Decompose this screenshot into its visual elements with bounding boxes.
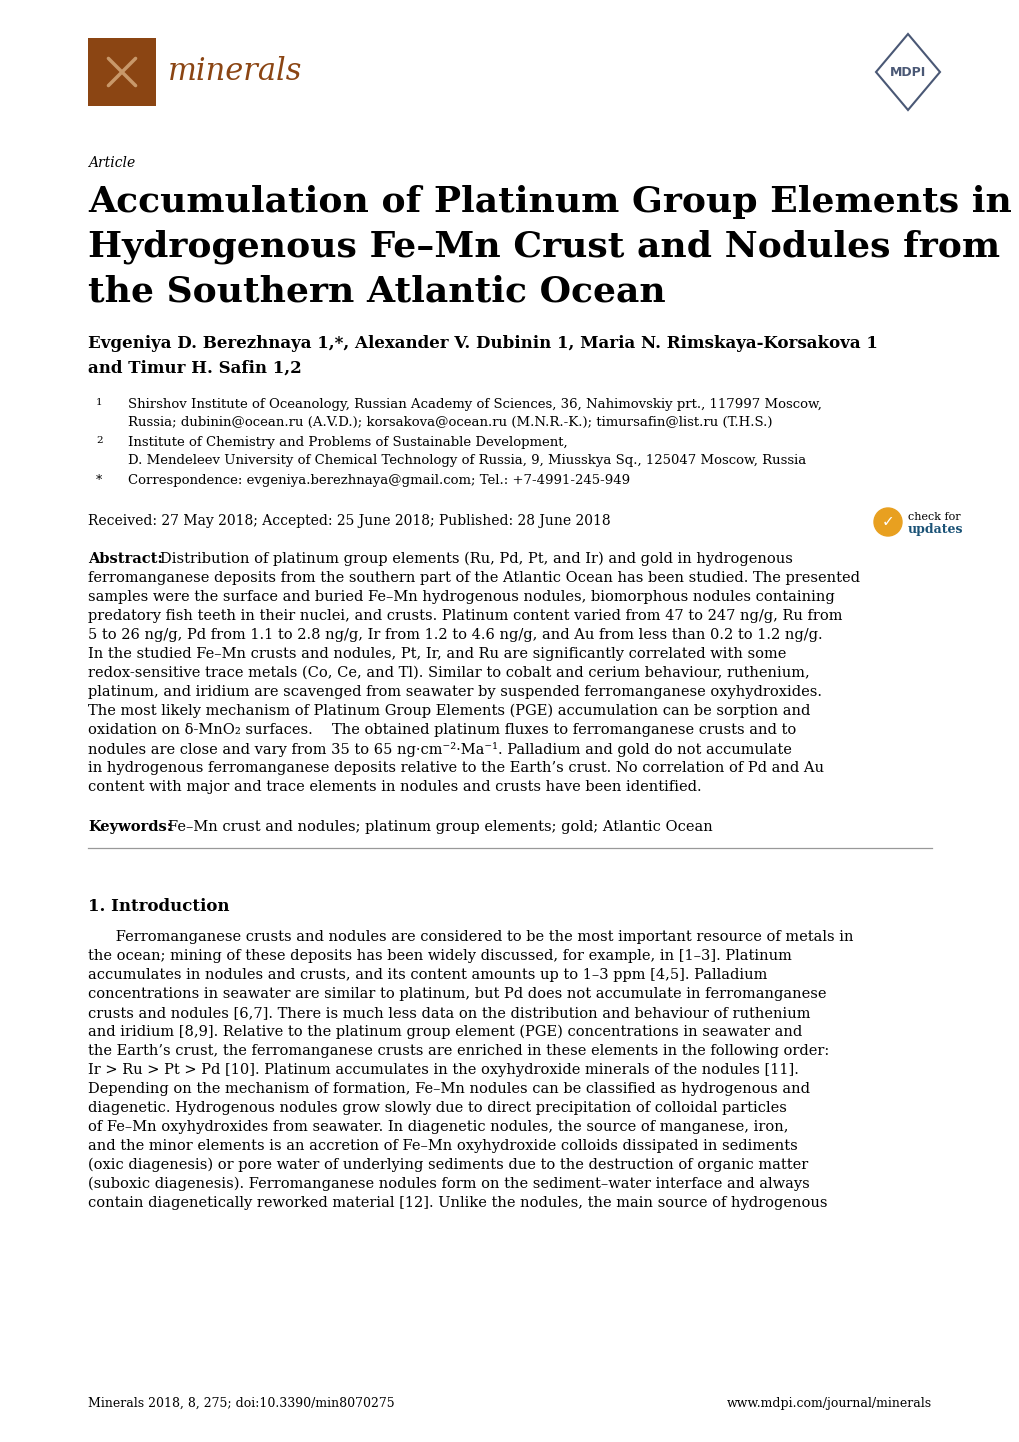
Text: contain diagenetically reworked material [12]. Unlike the nodules, the main sour: contain diagenetically reworked material…	[88, 1195, 826, 1210]
Text: 1. Introduction: 1. Introduction	[88, 898, 229, 916]
Text: The most likely mechanism of Platinum Group Elements (PGE) accumulation can be s: The most likely mechanism of Platinum Gr…	[88, 704, 809, 718]
Text: (oxic diagenesis) or pore water of underlying sediments due to the destruction o: (oxic diagenesis) or pore water of under…	[88, 1158, 807, 1172]
Text: Fe–Mn crust and nodules; platinum group elements; gold; Atlantic Ocean: Fe–Mn crust and nodules; platinum group …	[168, 820, 712, 833]
Text: *: *	[96, 474, 102, 487]
Text: www.mdpi.com/journal/minerals: www.mdpi.com/journal/minerals	[727, 1397, 931, 1410]
Text: Depending on the mechanism of formation, Fe–Mn nodules can be classified as hydr: Depending on the mechanism of formation,…	[88, 1082, 809, 1096]
Text: check for: check for	[907, 512, 960, 522]
Text: Distribution of platinum group elements (Ru, Pd, Pt, and Ir) and gold in hydroge: Distribution of platinum group elements …	[160, 552, 792, 567]
Text: the Southern Atlantic Ocean: the Southern Atlantic Ocean	[88, 275, 665, 309]
Text: Ferromanganese crusts and nodules are considered to be the most important resour: Ferromanganese crusts and nodules are co…	[88, 930, 853, 945]
Text: 1: 1	[96, 398, 103, 407]
Text: (suboxic diagenesis). Ferromanganese nodules form on the sediment–water interfac: (suboxic diagenesis). Ferromanganese nod…	[88, 1177, 809, 1191]
FancyBboxPatch shape	[88, 37, 156, 107]
Text: Minerals 2018, 8, 275; doi:10.3390/min8070275: Minerals 2018, 8, 275; doi:10.3390/min80…	[88, 1397, 394, 1410]
Text: Evgeniya D. Berezhnaya 1,*, Alexander V. Dubinin 1, Maria N. Rimskaya-Korsakova : Evgeniya D. Berezhnaya 1,*, Alexander V.…	[88, 335, 877, 352]
Text: ✓: ✓	[880, 515, 894, 529]
Text: platinum, and iridium are scavenged from seawater by suspended ferromanganese ox: platinum, and iridium are scavenged from…	[88, 685, 821, 699]
Text: Received: 27 May 2018; Accepted: 25 June 2018; Published: 28 June 2018: Received: 27 May 2018; Accepted: 25 June…	[88, 513, 610, 528]
Text: MDPI: MDPI	[889, 65, 925, 78]
Text: Correspondence: evgeniya.berezhnaya@gmail.com; Tel.: +7-4991-245-949: Correspondence: evgeniya.berezhnaya@gmai…	[127, 474, 630, 487]
Text: Abstract:: Abstract:	[88, 552, 168, 567]
Text: content with major and trace elements in nodules and crusts have been identified: content with major and trace elements in…	[88, 780, 701, 795]
Text: redox-sensitive trace metals (Co, Ce, and Tl). Similar to cobalt and cerium beha: redox-sensitive trace metals (Co, Ce, an…	[88, 666, 809, 681]
Text: the ocean; mining of these deposits has been widely discussed, for example, in [: the ocean; mining of these deposits has …	[88, 949, 791, 963]
Text: 5 to 26 ng/g, Pd from 1.1 to 2.8 ng/g, Ir from 1.2 to 4.6 ng/g, and Au from less: 5 to 26 ng/g, Pd from 1.1 to 2.8 ng/g, I…	[88, 629, 821, 642]
Text: Keywords:: Keywords:	[88, 820, 172, 833]
Text: samples were the surface and buried Fe–Mn hydrogenous nodules, biomorphous nodul: samples were the surface and buried Fe–M…	[88, 590, 834, 604]
Text: diagenetic. Hydrogenous nodules grow slowly due to direct precipitation of collo: diagenetic. Hydrogenous nodules grow slo…	[88, 1102, 786, 1115]
Text: Russia; dubinin@ocean.ru (A.V.D.); korsakova@ocean.ru (M.N.R.-K.); timursafin@li: Russia; dubinin@ocean.ru (A.V.D.); korsa…	[127, 415, 771, 430]
Text: of Fe–Mn oxyhydroxides from seawater. In diagenetic nodules, the source of manga: of Fe–Mn oxyhydroxides from seawater. In…	[88, 1120, 788, 1133]
Text: oxidation on δ-MnO₂ surfaces.  The obtained platinum fluxes to ferromanganese cr: oxidation on δ-MnO₂ surfaces. The obtain…	[88, 722, 796, 737]
Text: Hydrogenous Fe–Mn Crust and Nodules from: Hydrogenous Fe–Mn Crust and Nodules from	[88, 231, 1000, 264]
Circle shape	[873, 508, 901, 536]
Text: in hydrogenous ferromanganese deposits relative to the Earth’s crust. No correla: in hydrogenous ferromanganese deposits r…	[88, 761, 823, 774]
Text: and iridium [8,9]. Relative to the platinum group element (PGE) concentrations i: and iridium [8,9]. Relative to the plati…	[88, 1025, 802, 1040]
Text: minerals: minerals	[168, 56, 302, 88]
Text: Article: Article	[88, 156, 136, 170]
Text: concentrations in seawater are similar to platinum, but Pd does not accumulate i: concentrations in seawater are similar t…	[88, 986, 825, 1001]
Text: In the studied Fe–Mn crusts and nodules, Pt, Ir, and Ru are significantly correl: In the studied Fe–Mn crusts and nodules,…	[88, 647, 786, 660]
Text: Institute of Chemistry and Problems of Sustainable Development,: Institute of Chemistry and Problems of S…	[127, 435, 567, 448]
Text: the Earth’s crust, the ferromanganese crusts are enriched in these elements in t: the Earth’s crust, the ferromanganese cr…	[88, 1044, 828, 1058]
Text: Shirshov Institute of Oceanology, Russian Academy of Sciences, 36, Nahimovskiy p: Shirshov Institute of Oceanology, Russia…	[127, 398, 821, 411]
Text: predatory fish teeth in their nuclei, and crusts. Platinum content varied from 4: predatory fish teeth in their nuclei, an…	[88, 609, 842, 623]
Text: crusts and nodules [6,7]. There is much less data on the distribution and behavi: crusts and nodules [6,7]. There is much …	[88, 1007, 810, 1019]
Text: accumulates in nodules and crusts, and its content amounts up to 1–3 ppm [4,5]. : accumulates in nodules and crusts, and i…	[88, 968, 766, 982]
Text: and the minor elements is an accretion of Fe–Mn oxyhydroxide colloids dissipated: and the minor elements is an accretion o…	[88, 1139, 797, 1154]
Text: updates: updates	[907, 522, 963, 535]
Text: nodules are close and vary from 35 to 65 ng·cm⁻²·Ma⁻¹. Palladium and gold do not: nodules are close and vary from 35 to 65…	[88, 743, 791, 757]
Text: ferromanganese deposits from the southern part of the Atlantic Ocean has been st: ferromanganese deposits from the souther…	[88, 571, 859, 585]
Text: and Timur H. Safin 1,2: and Timur H. Safin 1,2	[88, 360, 302, 376]
Text: 2: 2	[96, 435, 103, 446]
Polygon shape	[875, 35, 940, 110]
Text: Accumulation of Platinum Group Elements in: Accumulation of Platinum Group Elements …	[88, 185, 1011, 219]
Text: Ir > Ru > Pt > Pd [10]. Platinum accumulates in the oxyhydroxide minerals of the: Ir > Ru > Pt > Pd [10]. Platinum accumul…	[88, 1063, 798, 1077]
Text: D. Mendeleev University of Chemical Technology of Russia, 9, Miusskya Sq., 12504: D. Mendeleev University of Chemical Tech…	[127, 454, 805, 467]
